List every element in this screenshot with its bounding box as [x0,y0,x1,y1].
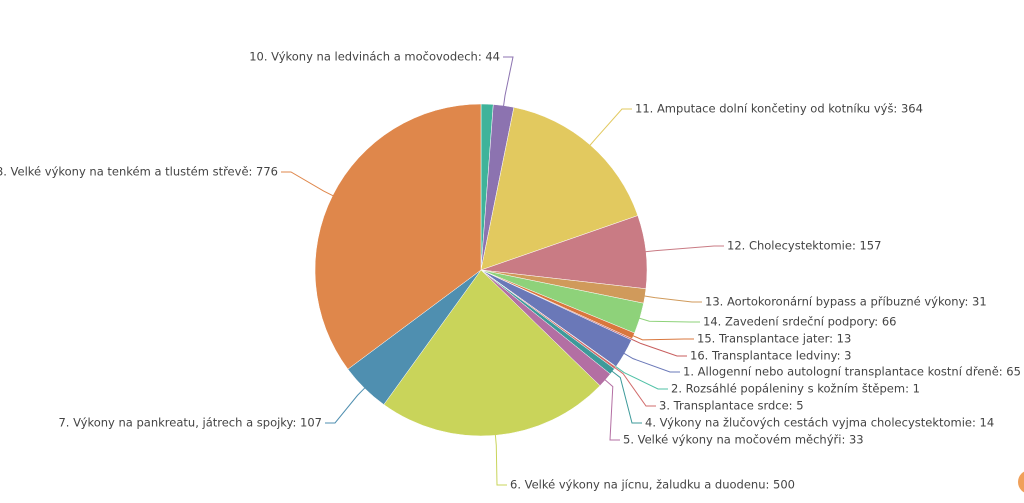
slice-label: 6. Velké výkony na jícnu, žaludku a duod… [510,478,795,492]
leader-line [610,369,642,424]
slice-label: 4. Výkony na žlučových cestách vyjma cho… [645,416,994,430]
slice-label: 2. Rozsáhlé popáleniny s kožním štěpem: … [671,382,920,396]
leader-line [494,433,507,486]
leader-line [613,366,656,407]
leader-line [502,56,514,108]
slice-label: 7. Výkony na pankreatu, játrech a spojky… [58,416,322,430]
slice-label: 16. Transplantace ledviny: 3 [690,349,851,363]
leader-line [622,352,680,373]
slice-label: 11. Amputace dolní končetiny od kotníku … [635,102,923,116]
leader-line [325,386,367,424]
leader-line [631,334,694,341]
leader-line [629,338,687,357]
leader-line [643,245,724,253]
leader-line [281,171,335,197]
slice-label: 15. Transplantace jater: 13 [697,332,851,346]
slice-label: 5. Velké výkony na močovém měchýři: 33 [623,433,864,447]
slice-label: 3. Transplantace srdce: 5 [659,399,804,413]
leader-line [642,295,702,303]
leader-line [614,365,668,390]
slice-label: 14. Zavedení srdeční podpory: 66 [703,315,896,329]
slice-label: 10. Výkony na ledvinách a močovodech: 44 [249,50,500,64]
corner-badge [1018,471,1024,493]
slice-label: 12. Cholecystektomie: 157 [727,239,881,253]
slice-label: 13. Aortokoronární bypass a příbuzné výk… [705,295,987,309]
slice-label: 1. Allogenní nebo autologní transplantac… [683,365,1021,379]
leader-line [588,108,632,147]
slice-label: 8. Velké výkony na tenkém a tlustém stře… [0,165,278,179]
leader-line [637,317,700,323]
leader-line [603,378,620,441]
